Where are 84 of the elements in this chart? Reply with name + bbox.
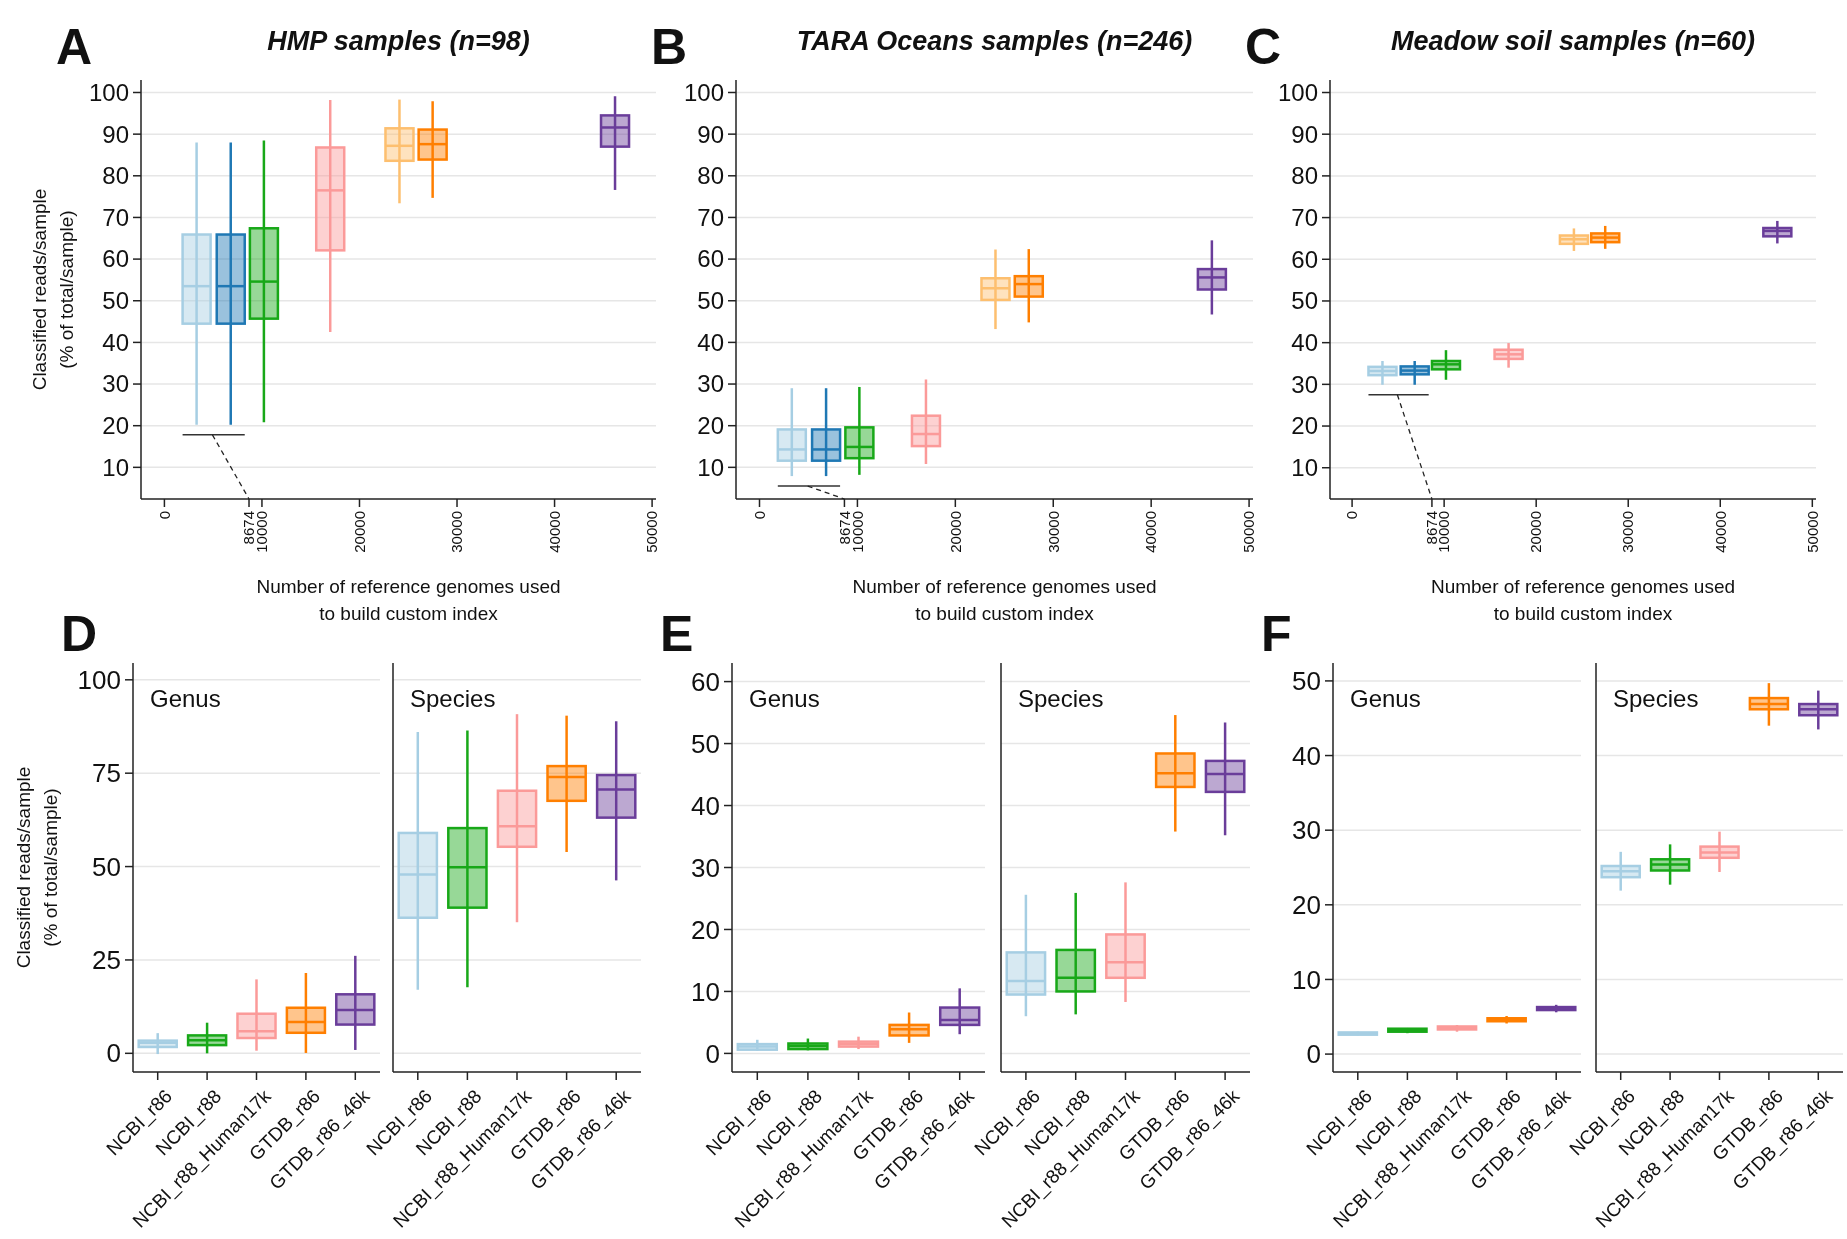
y-tick-label: 40: [1291, 329, 1318, 357]
y-tick-label: 30: [102, 370, 129, 398]
text: D: [61, 606, 98, 662]
y-tick-label: 40: [691, 790, 720, 821]
y-tick-label: 10: [697, 453, 724, 481]
x-axis-title: Number of reference genomes used to build custom index: [256, 576, 561, 624]
x-tick-label: 40000: [545, 511, 563, 553]
x-tick-label: 30000: [1619, 511, 1637, 553]
y-tick-label: 50: [691, 728, 720, 759]
text: Species: [1018, 685, 1104, 712]
y-tick-label: 60: [102, 245, 129, 273]
x-tick-label: 20000: [1527, 511, 1545, 553]
y-tick-label: 0: [705, 1038, 720, 1069]
x-tick-label: 50000: [1803, 511, 1821, 553]
y-tick-label: 20: [691, 914, 720, 945]
x-tick-label: 30000: [1044, 511, 1062, 553]
x-tick-label: 20000: [350, 511, 368, 553]
y-tick-label: 70: [1291, 203, 1318, 231]
text: F: [1261, 606, 1292, 662]
chart-title: HMP samples (n=98): [267, 26, 530, 56]
x-tick-label: 40000: [1711, 511, 1729, 553]
y-tick-label: 30: [697, 370, 724, 398]
x-tick-label: 50000: [643, 511, 661, 553]
y-tick-label: 70: [697, 203, 724, 231]
y-tick-label: 10: [1291, 454, 1318, 482]
y-tick-label: 20: [697, 412, 724, 440]
y-tick-label: 20: [1291, 412, 1318, 440]
y-tick-label: 60: [697, 245, 724, 273]
y-tick-label: 60: [1291, 245, 1318, 273]
x-tick-label: 0: [155, 511, 173, 520]
x-tick-label: 8674: [835, 511, 853, 545]
y-tick-label: 10: [691, 976, 720, 1007]
y-tick-label: 50: [1292, 666, 1321, 697]
text: E: [660, 606, 694, 662]
y-tick-label: 100: [88, 78, 129, 106]
x-tick-label: 30000: [448, 511, 466, 553]
y-tick-label: 50: [1291, 287, 1318, 315]
y-tick-label: 80: [697, 162, 724, 190]
y-tick-label: 20: [102, 412, 129, 440]
x-axis-title: Number of reference genomes used to build custom index: [1430, 576, 1736, 624]
y-tick-label: 0: [106, 1038, 121, 1069]
y-tick-label: 50: [102, 287, 129, 315]
x-tick-label: 0: [750, 511, 768, 520]
x-tick-label: 20000: [946, 511, 964, 553]
y-tick-label: 70: [102, 203, 129, 231]
y-tick-label: 10: [102, 453, 129, 481]
y-tick-label: 0: [1306, 1039, 1321, 1070]
y-tick-label: 10: [1292, 964, 1321, 995]
y-tick-label: 30: [1292, 815, 1321, 846]
y-tick-label: 80: [102, 162, 129, 190]
y-tick-label: 30: [691, 852, 720, 883]
y-tick-label: 90: [697, 120, 724, 148]
y-tick-label: 40: [102, 328, 129, 356]
y-tick-label: 100: [1277, 78, 1318, 106]
y-tick-label: 90: [102, 120, 129, 148]
x-tick-label: 50000: [1240, 511, 1258, 553]
y-tick-label: 30: [1291, 370, 1318, 398]
y-axis-title: Classified reads/sample (% of total/sample): [29, 188, 77, 391]
text: Genus: [1350, 685, 1421, 712]
y-tick-label: 40: [697, 328, 724, 356]
y-tick-label: 75: [92, 758, 121, 789]
y-tick-label: 100: [683, 78, 724, 106]
y-tick-label: 50: [92, 851, 121, 882]
text: C: [1245, 19, 1282, 75]
y-tick-label: 60: [691, 666, 720, 697]
chart-title: TARA Oceans samples (n=246): [796, 26, 1193, 56]
text: Species: [1613, 685, 1699, 712]
y-tick-label: 40: [1292, 740, 1321, 771]
y-tick-label: 90: [1291, 120, 1318, 148]
x-tick-label: 0: [1343, 511, 1361, 520]
text: Genus: [150, 685, 221, 712]
y-tick-label: 50: [697, 287, 724, 315]
y-tick-label: 20: [1292, 889, 1321, 920]
y-tick-label: 25: [92, 945, 121, 976]
x-axis-title: Number of reference genomes used to build custom index: [852, 576, 1157, 624]
chart-title: Meadow soil samples (n=60): [1391, 26, 1755, 56]
text: Species: [410, 685, 496, 712]
x-tick-label: 40000: [1142, 511, 1160, 553]
y-tick-label: 80: [1291, 162, 1318, 190]
y-tick-label: 100: [77, 664, 121, 695]
text: A: [56, 19, 93, 75]
text: B: [651, 19, 688, 75]
text: Genus: [749, 685, 820, 712]
y-axis-title: Classified reads/sample (% of total/sample): [13, 766, 61, 969]
